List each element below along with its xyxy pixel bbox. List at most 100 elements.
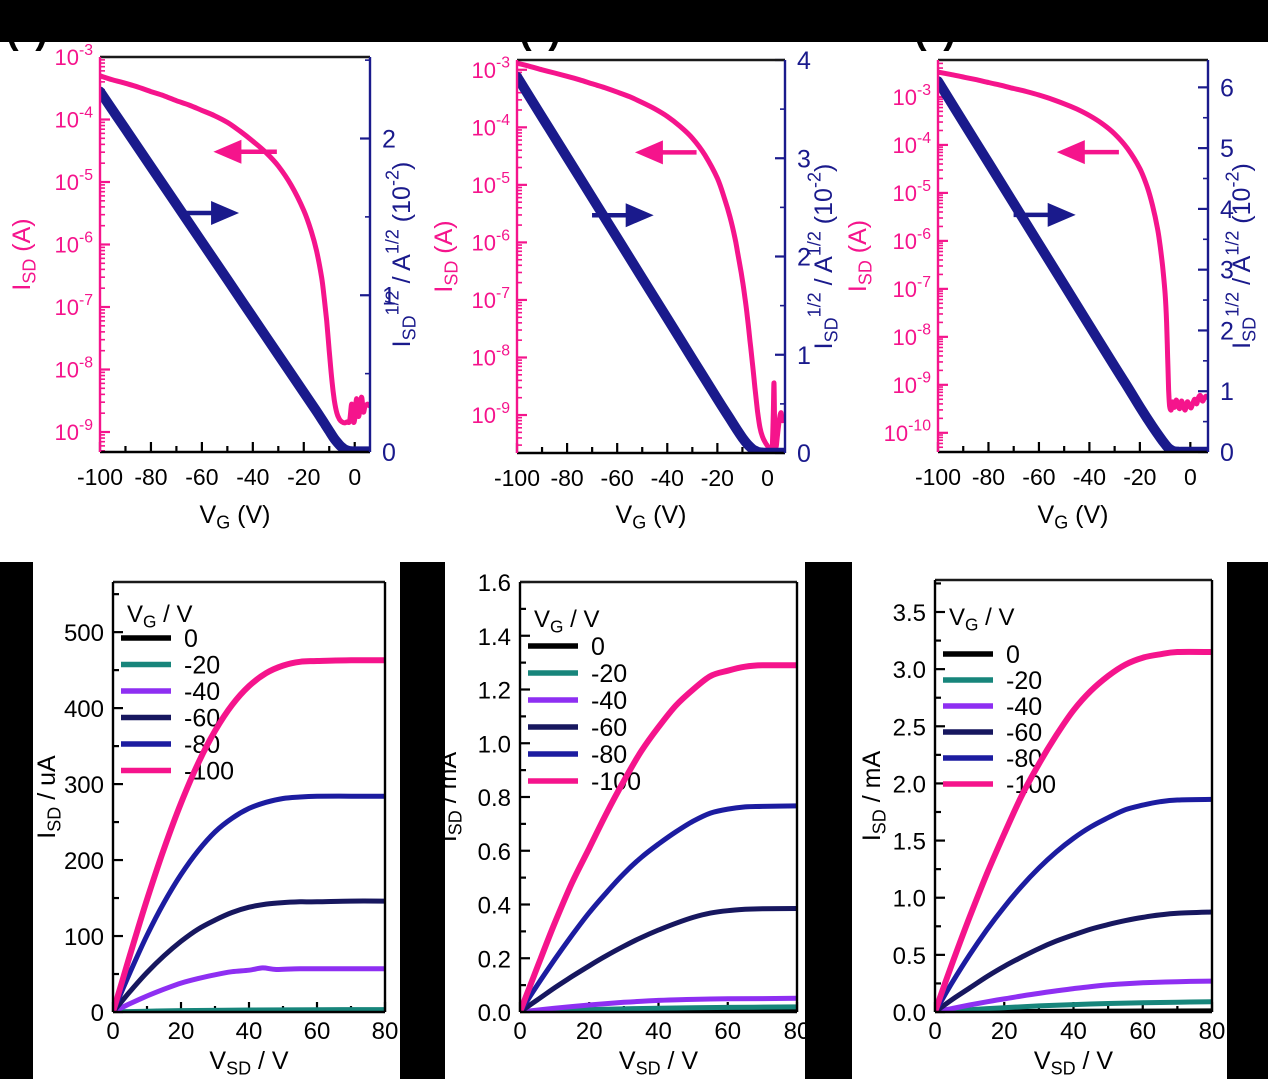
x-axis-title: VSD / V [1034,1047,1114,1079]
y-left-tick-label: 10-3 [471,55,510,83]
arrow-left-icon [213,139,277,164]
x-tick-label: -60 [1022,464,1055,490]
arrow-left-icon [1056,140,1119,165]
y-tick-label: 1.5 [893,829,926,856]
y-tick-label: 300 [64,772,104,799]
y-right-tick-label: 0 [1220,439,1234,467]
x-tick-label: 0 [1184,464,1197,490]
x-axis-title: VG (V) [1038,501,1109,533]
legend: VG / V0-20-40-60-80-100 [943,604,1056,799]
y-right-axis-title: ISD1/2 / A1/2 (10-2) [1223,163,1260,349]
x-tick-label: 20 [576,1018,603,1045]
x-tick-label: 60 [304,1018,331,1045]
y-left-tick-label: 10-4 [892,130,931,158]
x-tick-label: 0 [928,1018,941,1045]
legend-entry-label: -60 [591,714,627,742]
y-left-axis-title: ISD (A) [430,220,462,292]
y-right-tick-label: 0 [382,439,396,467]
y-left-tick-label: 10-6 [892,226,931,254]
y-left-tick-label: 10-4 [471,112,510,140]
legend-entry-label: -40 [591,687,627,715]
axes-ticks: -100 -80 -60 -40 -20 0 10-3 10-4 10-5 10-6 10-7 10-… [884,62,1234,490]
y-right-tick-label: 6 [1220,74,1234,102]
legend-entry-label: -20 [1006,667,1042,695]
y-left-tick-label: 10-10 [884,418,932,446]
legend-entry-label: -20 [591,660,627,688]
y-tick-label: 3.0 [893,657,926,684]
chart-output-e: 0 20 40 60 800.00.20.40.60.81.01.21.41.6VG /… [434,570,810,1079]
x-tick-label: 40 [1060,1018,1087,1045]
y-tick-label: 500 [64,620,104,647]
bottom-right-mask-bar [1227,562,1268,1079]
x-tick-label: 0 [761,465,774,491]
series-curve-VG-20 [935,999,1212,1012]
y-left-axis-title: ISD (A) [8,218,40,290]
x-tick-label: 40 [236,1018,263,1045]
y-left-tick-label: 10-3 [892,82,931,110]
y-tick-label: 1.4 [478,624,511,651]
x-tick-label: 0 [106,1018,119,1045]
y-right-tick-label: 3 [1220,257,1234,285]
y-axis-title: ISD / mA [858,751,890,842]
series-curve-VG-80 [113,793,385,1012]
series-curve-ISD [517,60,785,453]
y-tick-label: 0.0 [893,1000,926,1027]
bottom-left-mask-bar [0,562,33,1079]
y-left-tick-label: 10-6 [54,229,93,257]
x-tick-label: 40 [645,1018,672,1045]
y-right-tick-label: 4 [797,47,811,75]
series-curve-VG-100 [113,657,385,1012]
y-left-tick-label: 10-7 [471,285,510,313]
y-left-tick-label: 10-9 [54,417,93,445]
x-tick-label: -80 [134,464,167,490]
axes-ticks: -100 -80 -60 -40 -20 0 10-3 10-4 10-5 10-6 10-7 10-… [54,42,395,490]
y-left-tick-label: 10-9 [892,370,931,398]
plot-frame [98,55,372,454]
y-right-tick-label: 2 [382,126,396,154]
legend-entry-label: -40 [1006,693,1042,721]
y-right-tick-label: 1 [382,282,396,310]
x-tick-label: 60 [1129,1018,1156,1045]
legend-title: VG / V [534,606,599,636]
x-tick-label: -40 [651,465,684,491]
y-left-tick-label: 10-5 [471,170,510,198]
y-left-tick-label: 10-5 [54,167,93,195]
y-tick-label: 1.0 [893,886,926,913]
series-curve-ISD [100,73,370,426]
y-right-axis-title: ISD1/2 / A1/2 (10-2) [383,162,420,348]
x-tick-label: 80 [1199,1018,1226,1045]
series-curve-VG-60 [520,906,797,1012]
legend-title: VG / V [127,601,192,631]
arrow-left-icon [634,140,697,165]
x-tick-label: -80 [972,464,1005,490]
x-tick-label: 20 [168,1018,195,1045]
y-tick-label: 0.4 [478,893,511,920]
y-tick-label: 2.5 [893,714,926,741]
y-tick-label: 0.2 [478,946,511,973]
arrow-right-icon [1013,202,1076,227]
legend: VG / V0-20-40-60-80-100 [528,606,641,796]
y-left-tick-label: 10-4 [54,104,93,132]
x-tick-label: 0 [513,1018,526,1045]
x-tick-label: 60 [714,1018,741,1045]
x-tick-label: -20 [1123,464,1156,490]
y-tick-label: 1.0 [478,731,511,758]
y-left-tick-label: 10-8 [471,342,510,370]
legend-entry-label: -20 [184,652,220,680]
y-tick-label: 0.5 [893,943,926,970]
x-axis-title: VG (V) [616,501,687,533]
plot-frame [515,58,787,455]
plot-frame [936,58,1210,454]
y-tick-label: 0.8 [478,785,511,812]
y-right-tick-label: 5 [1220,135,1234,163]
y-left-tick-label: 10-7 [892,274,931,302]
series-curve-VG-80 [520,803,797,1012]
arrow-right-icon [592,203,654,228]
y-left-tick-label: 10-8 [54,354,93,382]
plot-frame [518,580,799,1014]
y-left-tick-label: 10-5 [892,178,931,206]
series-curve-ISD [938,69,1208,413]
series-curve-VG-80 [935,796,1212,1012]
y-tick-label: 0.6 [478,839,511,866]
